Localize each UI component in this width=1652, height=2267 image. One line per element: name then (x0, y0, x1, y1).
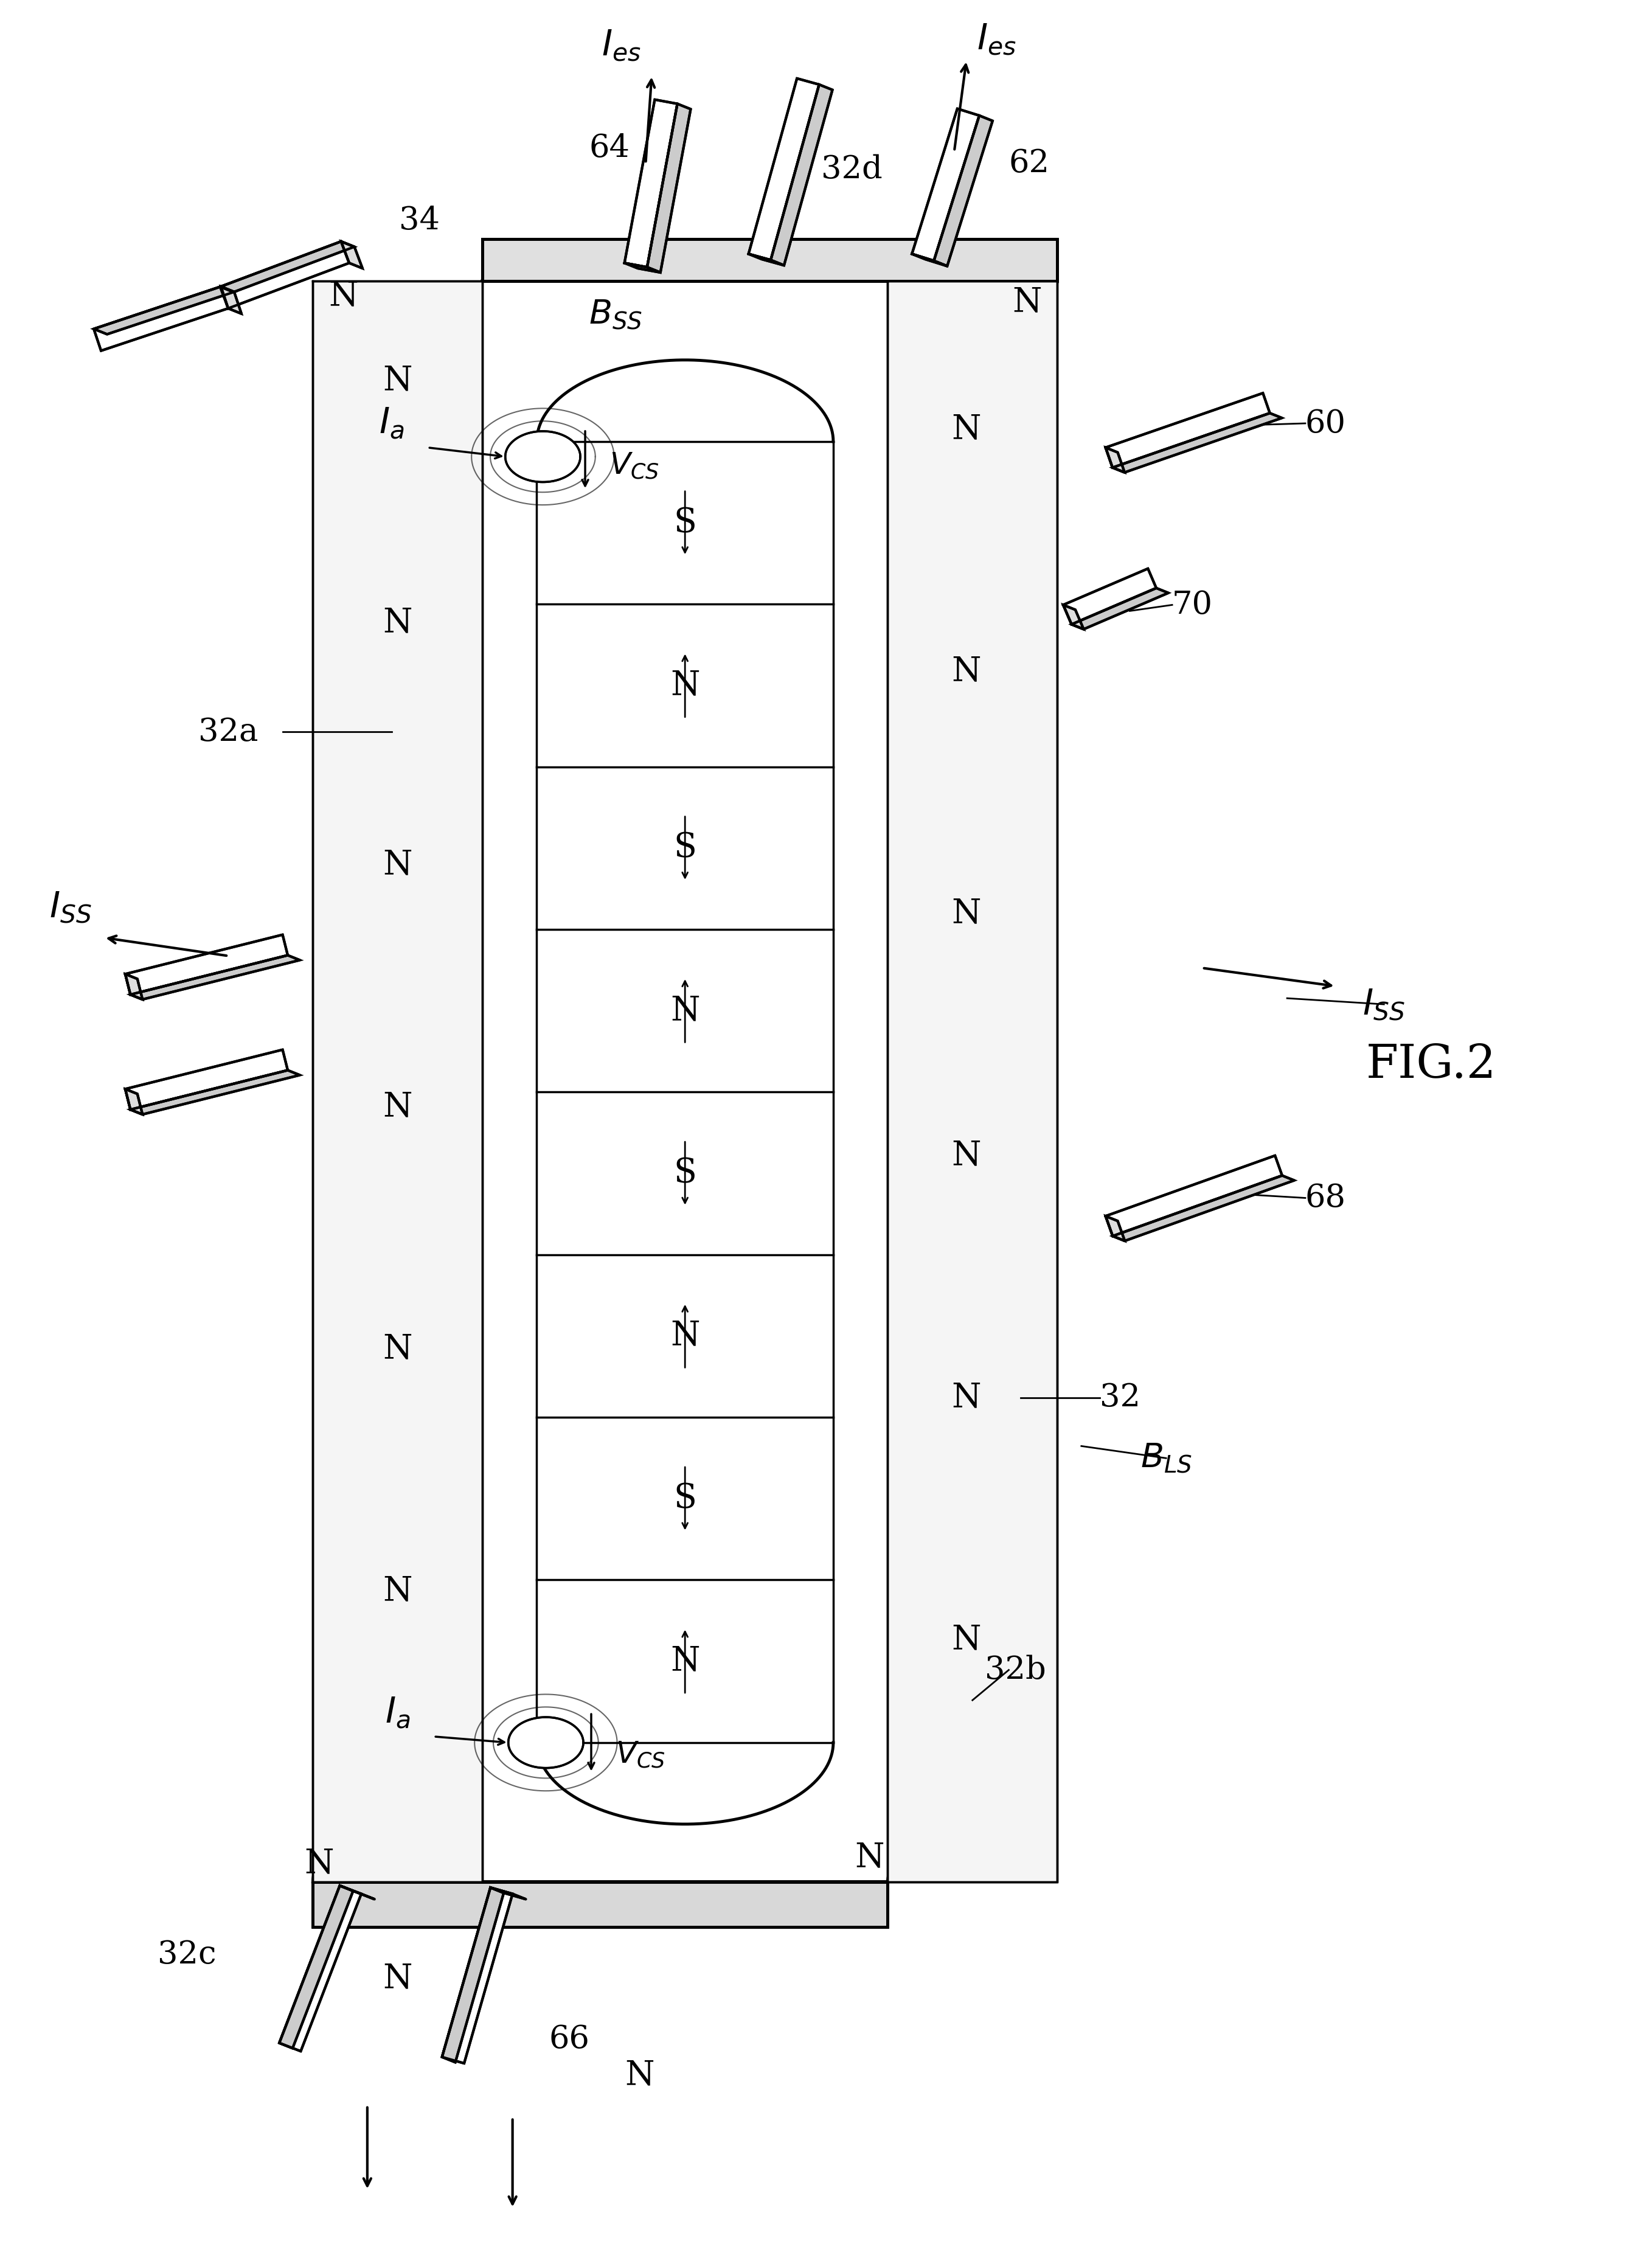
Text: $B_{SS}$: $B_{SS}$ (588, 297, 643, 331)
Text: 62: 62 (1009, 147, 1049, 179)
Text: N: N (671, 1319, 700, 1353)
Text: N: N (952, 898, 981, 929)
Polygon shape (1113, 1177, 1294, 1240)
Text: N: N (383, 605, 413, 639)
Polygon shape (1105, 1215, 1125, 1240)
Text: N: N (671, 669, 700, 703)
Polygon shape (220, 243, 349, 308)
Polygon shape (221, 286, 241, 313)
Text: $I_{SS}$: $I_{SS}$ (1363, 986, 1406, 1022)
Polygon shape (1112, 413, 1282, 472)
Polygon shape (771, 84, 833, 265)
Polygon shape (648, 104, 691, 272)
Polygon shape (887, 281, 1057, 1882)
Polygon shape (1105, 447, 1125, 472)
Text: N: N (952, 413, 981, 447)
Polygon shape (340, 243, 362, 268)
Text: N: N (383, 1090, 413, 1124)
Text: 32a: 32a (198, 716, 258, 748)
Text: 64: 64 (590, 131, 629, 163)
Polygon shape (220, 243, 355, 292)
Polygon shape (912, 109, 980, 261)
Polygon shape (131, 1070, 299, 1115)
Polygon shape (279, 1886, 354, 2049)
Text: $I_{es}$: $I_{es}$ (601, 27, 641, 63)
Text: S: S (674, 506, 697, 540)
Text: $I_a$: $I_a$ (385, 1696, 410, 1730)
Text: N: N (383, 1333, 413, 1367)
Polygon shape (748, 79, 819, 261)
Polygon shape (443, 1888, 504, 2063)
Text: N: N (383, 365, 413, 397)
Text: $I_{SS}$: $I_{SS}$ (50, 891, 93, 925)
Text: N: N (671, 995, 700, 1027)
Text: N: N (624, 2058, 654, 2092)
Polygon shape (506, 431, 580, 483)
Text: N: N (1013, 286, 1042, 320)
Text: N: N (383, 1576, 413, 1607)
Polygon shape (443, 1888, 512, 2063)
Text: N: N (952, 1623, 981, 1657)
Polygon shape (126, 1050, 287, 1109)
Text: N: N (304, 1848, 334, 1879)
Text: N: N (671, 1644, 700, 1678)
Polygon shape (1072, 587, 1168, 630)
Polygon shape (1064, 605, 1084, 630)
Text: $I_a$: $I_a$ (378, 406, 405, 440)
Polygon shape (912, 254, 947, 265)
Polygon shape (279, 1886, 362, 2052)
Polygon shape (94, 286, 235, 333)
Text: 32: 32 (1100, 1383, 1140, 1412)
Text: 34: 34 (400, 204, 439, 236)
Text: N: N (383, 1961, 413, 1995)
Text: $V_{CS}$: $V_{CS}$ (616, 1739, 666, 1771)
Polygon shape (748, 254, 785, 265)
Text: 32c: 32c (157, 1938, 216, 1970)
Text: $V_{CS}$: $V_{CS}$ (610, 451, 659, 481)
Text: 60: 60 (1305, 408, 1346, 440)
Text: 32b: 32b (985, 1655, 1046, 1684)
Text: S: S (674, 1156, 697, 1190)
Polygon shape (340, 1886, 375, 1900)
Polygon shape (509, 1716, 583, 1768)
Text: N: N (854, 1841, 884, 1875)
Polygon shape (482, 238, 1057, 281)
Polygon shape (491, 1888, 525, 1900)
Polygon shape (312, 281, 1057, 1882)
Polygon shape (126, 975, 142, 1000)
Text: $B_{LS}$: $B_{LS}$ (1140, 1442, 1193, 1476)
Text: $I_{es}$: $I_{es}$ (976, 23, 1016, 57)
Text: N: N (952, 1381, 981, 1415)
Polygon shape (624, 263, 661, 272)
Polygon shape (94, 286, 228, 351)
Polygon shape (1105, 392, 1270, 467)
Text: S: S (674, 1483, 697, 1514)
Text: N: N (383, 848, 413, 882)
Polygon shape (312, 1882, 887, 1927)
Text: 70: 70 (1173, 589, 1213, 621)
Polygon shape (126, 1088, 142, 1115)
Polygon shape (1064, 569, 1156, 623)
Text: 66: 66 (548, 2024, 590, 2054)
Polygon shape (312, 281, 482, 1882)
Text: 68: 68 (1305, 1183, 1346, 1213)
Polygon shape (126, 934, 287, 995)
Polygon shape (624, 100, 677, 268)
Text: N: N (952, 1138, 981, 1172)
Text: N: N (952, 655, 981, 689)
Polygon shape (131, 954, 299, 1000)
Text: 32d: 32d (821, 154, 882, 184)
Polygon shape (933, 116, 993, 265)
Text: FIG.2: FIG.2 (1366, 1043, 1497, 1088)
Text: S: S (674, 832, 697, 864)
Text: N: N (329, 279, 358, 313)
Polygon shape (1105, 1156, 1282, 1236)
